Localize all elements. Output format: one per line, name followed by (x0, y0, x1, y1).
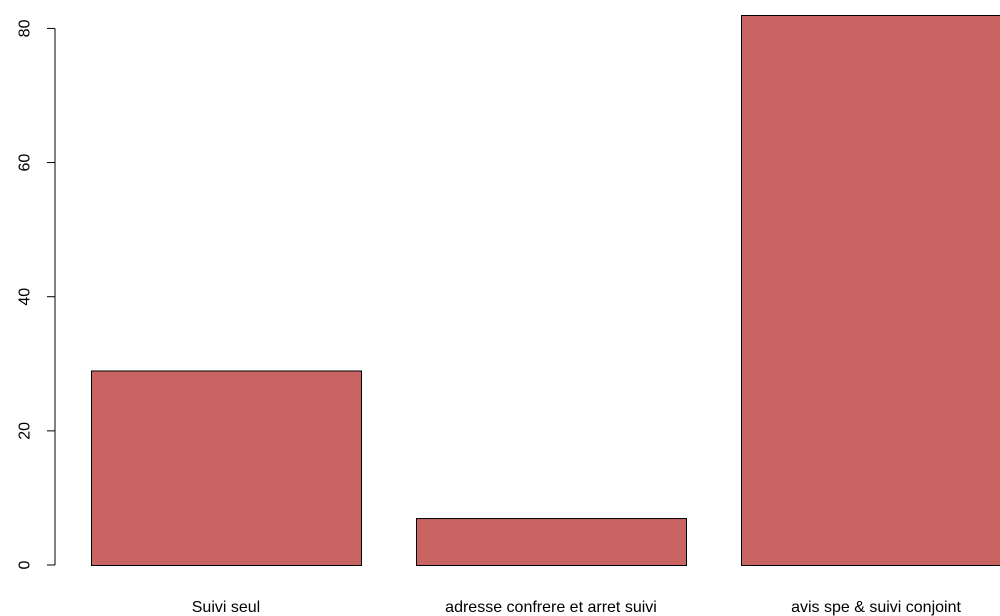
y-tick-label: 0 (17, 560, 34, 569)
bar (741, 15, 1000, 566)
bar (91, 370, 362, 566)
y-axis: 0 20 40 60 80 (17, 19, 56, 569)
x-category-label: adresse confrere et arret suivi (445, 599, 657, 616)
x-category-label: Suivi seul (192, 599, 260, 616)
y-tick-label: 20 (17, 422, 34, 440)
y-tick-label: 80 (17, 19, 34, 37)
x-category-label: avis spe & suivi conjoint (791, 599, 961, 616)
x-axis-labels: Suivi seul adresse confrere et arret suiv… (192, 599, 962, 616)
bars (91, 15, 1000, 566)
y-tick-label: 40 (17, 288, 34, 306)
bar (416, 518, 687, 566)
y-tick-label: 60 (17, 154, 34, 172)
